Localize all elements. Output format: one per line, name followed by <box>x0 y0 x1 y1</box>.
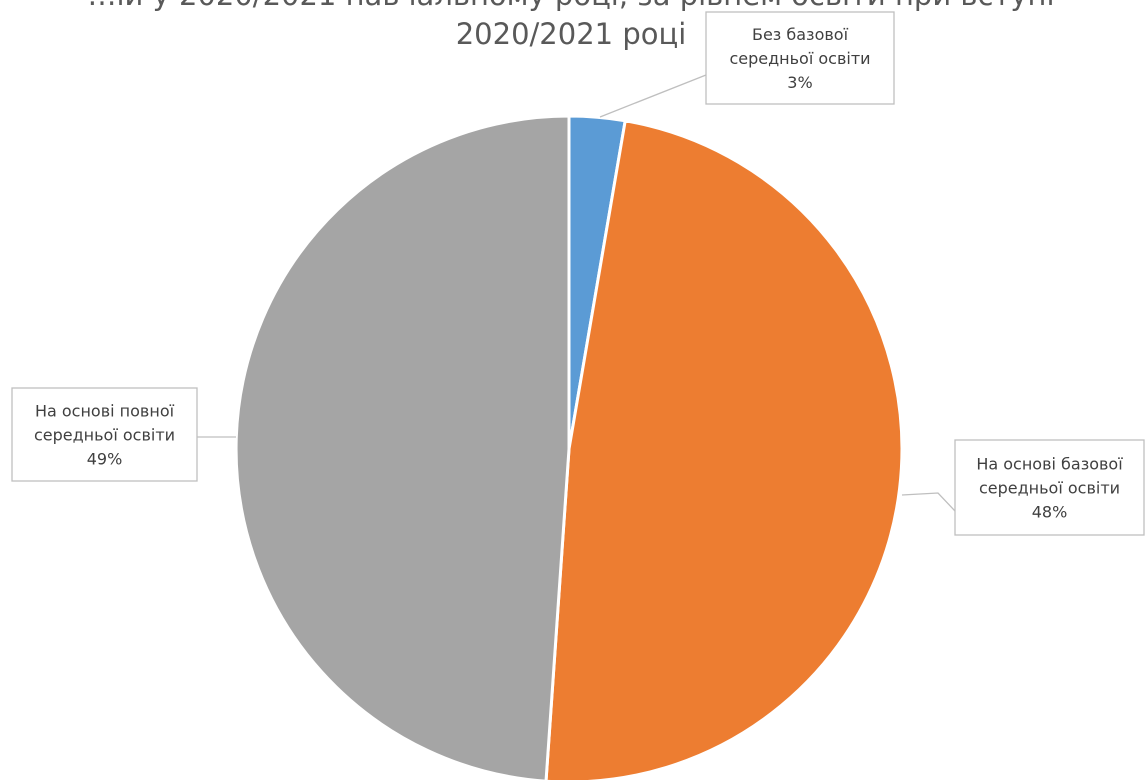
chart-title: …ій у 2020/2021 навчальному році, за рів… <box>88 0 1055 51</box>
data-label-2: На основі базової середньої освіти 48% <box>954 439 1145 536</box>
data-label-category: На основі повної <box>35 402 175 421</box>
pie-slice-3 <box>234 114 571 780</box>
data-label-percent: 49% <box>87 450 123 469</box>
pie-slice-2 <box>544 119 904 780</box>
leader-line-2 <box>901 492 956 512</box>
data-label-box <box>11 387 198 482</box>
data-label-category: середньої освіти <box>979 479 1120 498</box>
data-label-box <box>705 11 895 105</box>
chart-title-line-2: 2020/2021 році <box>456 17 687 51</box>
data-label-3: На основі повної середньої освіти 49% <box>11 387 198 482</box>
data-label-1: Без базової середньої освіти 3% <box>705 11 895 105</box>
data-label-box <box>954 439 1145 536</box>
data-label-category: На основі базової <box>976 455 1123 474</box>
leader-line-1 <box>599 74 707 118</box>
data-label-percent: 3% <box>787 73 812 92</box>
data-label-percent: 48% <box>1032 503 1068 522</box>
pie-slices <box>234 114 904 780</box>
leader-lines <box>197 74 956 512</box>
data-label-category: Без базової <box>752 25 849 44</box>
chart-title-line-1: …ій у 2020/2021 навчальному році, за рів… <box>88 0 1055 12</box>
data-label-category: середньої освіти <box>34 426 175 445</box>
data-label-category: середньої освіти <box>729 49 870 68</box>
data-label-callouts: Без базової середньої освіти 3% На основі б… <box>11 11 1145 536</box>
